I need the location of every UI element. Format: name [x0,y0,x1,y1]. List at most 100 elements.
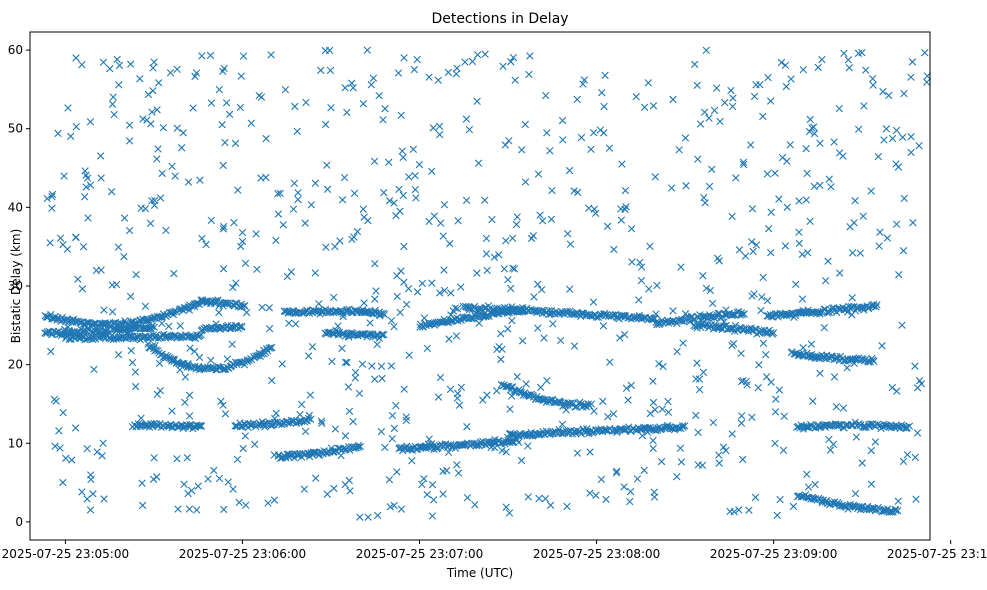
data-point [474,159,483,167]
data-point [748,205,757,213]
data-point [853,355,862,364]
data-point [749,247,757,256]
data-point [829,500,838,508]
data-point [501,141,510,149]
data-point [400,242,408,251]
data-point [89,490,97,498]
data-point [309,448,317,456]
data-point [154,347,162,355]
data-point [410,65,418,74]
data-point [242,501,250,509]
data-point [83,495,91,503]
data-point [444,448,453,457]
data-point [445,335,453,343]
data-point [909,218,917,227]
data-point [835,104,844,113]
data-point [810,129,819,138]
data-point [635,296,643,304]
data-point [369,74,378,82]
data-point [344,383,353,391]
data-point [385,476,394,484]
data-point [732,174,740,182]
data-point [898,133,907,142]
data-point [423,344,432,353]
data-point [556,336,565,345]
data-point [565,285,574,293]
data-point [663,423,672,431]
data-point [762,373,771,381]
data-point [72,123,80,131]
y-tick-label: 50 [8,122,23,136]
data-point [802,144,810,153]
data-point [899,457,908,466]
data-point [434,76,442,84]
data-point [307,415,315,424]
data-point [317,307,326,315]
data-point [202,240,210,249]
data-point [264,499,272,507]
data-point [368,362,376,370]
data-point [249,419,258,427]
data-point [748,413,756,421]
data-point [350,189,359,197]
data-point [757,326,766,335]
data-point [835,149,844,157]
data-point [482,234,491,243]
data-point [705,182,714,191]
data-point [816,139,824,147]
data-point [600,102,608,111]
data-point [681,310,690,318]
data-point [428,279,436,287]
data-point [513,373,521,381]
data-point [288,418,296,426]
data-point [236,323,244,331]
data-point [465,125,474,134]
data-point [591,209,600,217]
data-point [186,344,194,352]
data-point [215,363,223,372]
data-point [86,181,95,189]
data-point [455,401,464,409]
data-point [757,306,765,315]
data-point [771,169,779,177]
data-point [421,442,429,450]
data-point [628,258,636,266]
data-point [778,153,787,162]
data-point [657,457,666,466]
data-point [348,309,356,317]
data-point [636,258,644,267]
data-point [78,285,87,293]
x-tick-label: 2025-07-25 23:08:00 [533,547,660,561]
data-point [171,172,179,180]
data-point [863,502,872,511]
data-point [473,269,481,277]
data-point [728,341,736,350]
data-point [502,448,510,456]
data-point [790,313,798,322]
data-point [558,116,567,125]
data-point [848,294,856,302]
data-point [238,322,246,331]
data-point [305,411,313,420]
data-point [870,357,878,365]
data-point [239,444,247,453]
data-point [168,162,176,171]
data-point [577,309,586,317]
data-point [558,420,567,429]
data-point [183,454,191,462]
data-point [621,425,630,433]
data-point [153,155,161,163]
data-point [323,490,331,498]
data-point [787,75,795,83]
data-point [143,116,151,124]
data-point [473,97,481,105]
data-point [378,330,386,338]
data-point [799,344,807,352]
data-point [735,246,744,254]
data-point [586,448,594,456]
data-point [846,223,854,231]
data-point [565,166,574,175]
data-point [345,476,353,485]
